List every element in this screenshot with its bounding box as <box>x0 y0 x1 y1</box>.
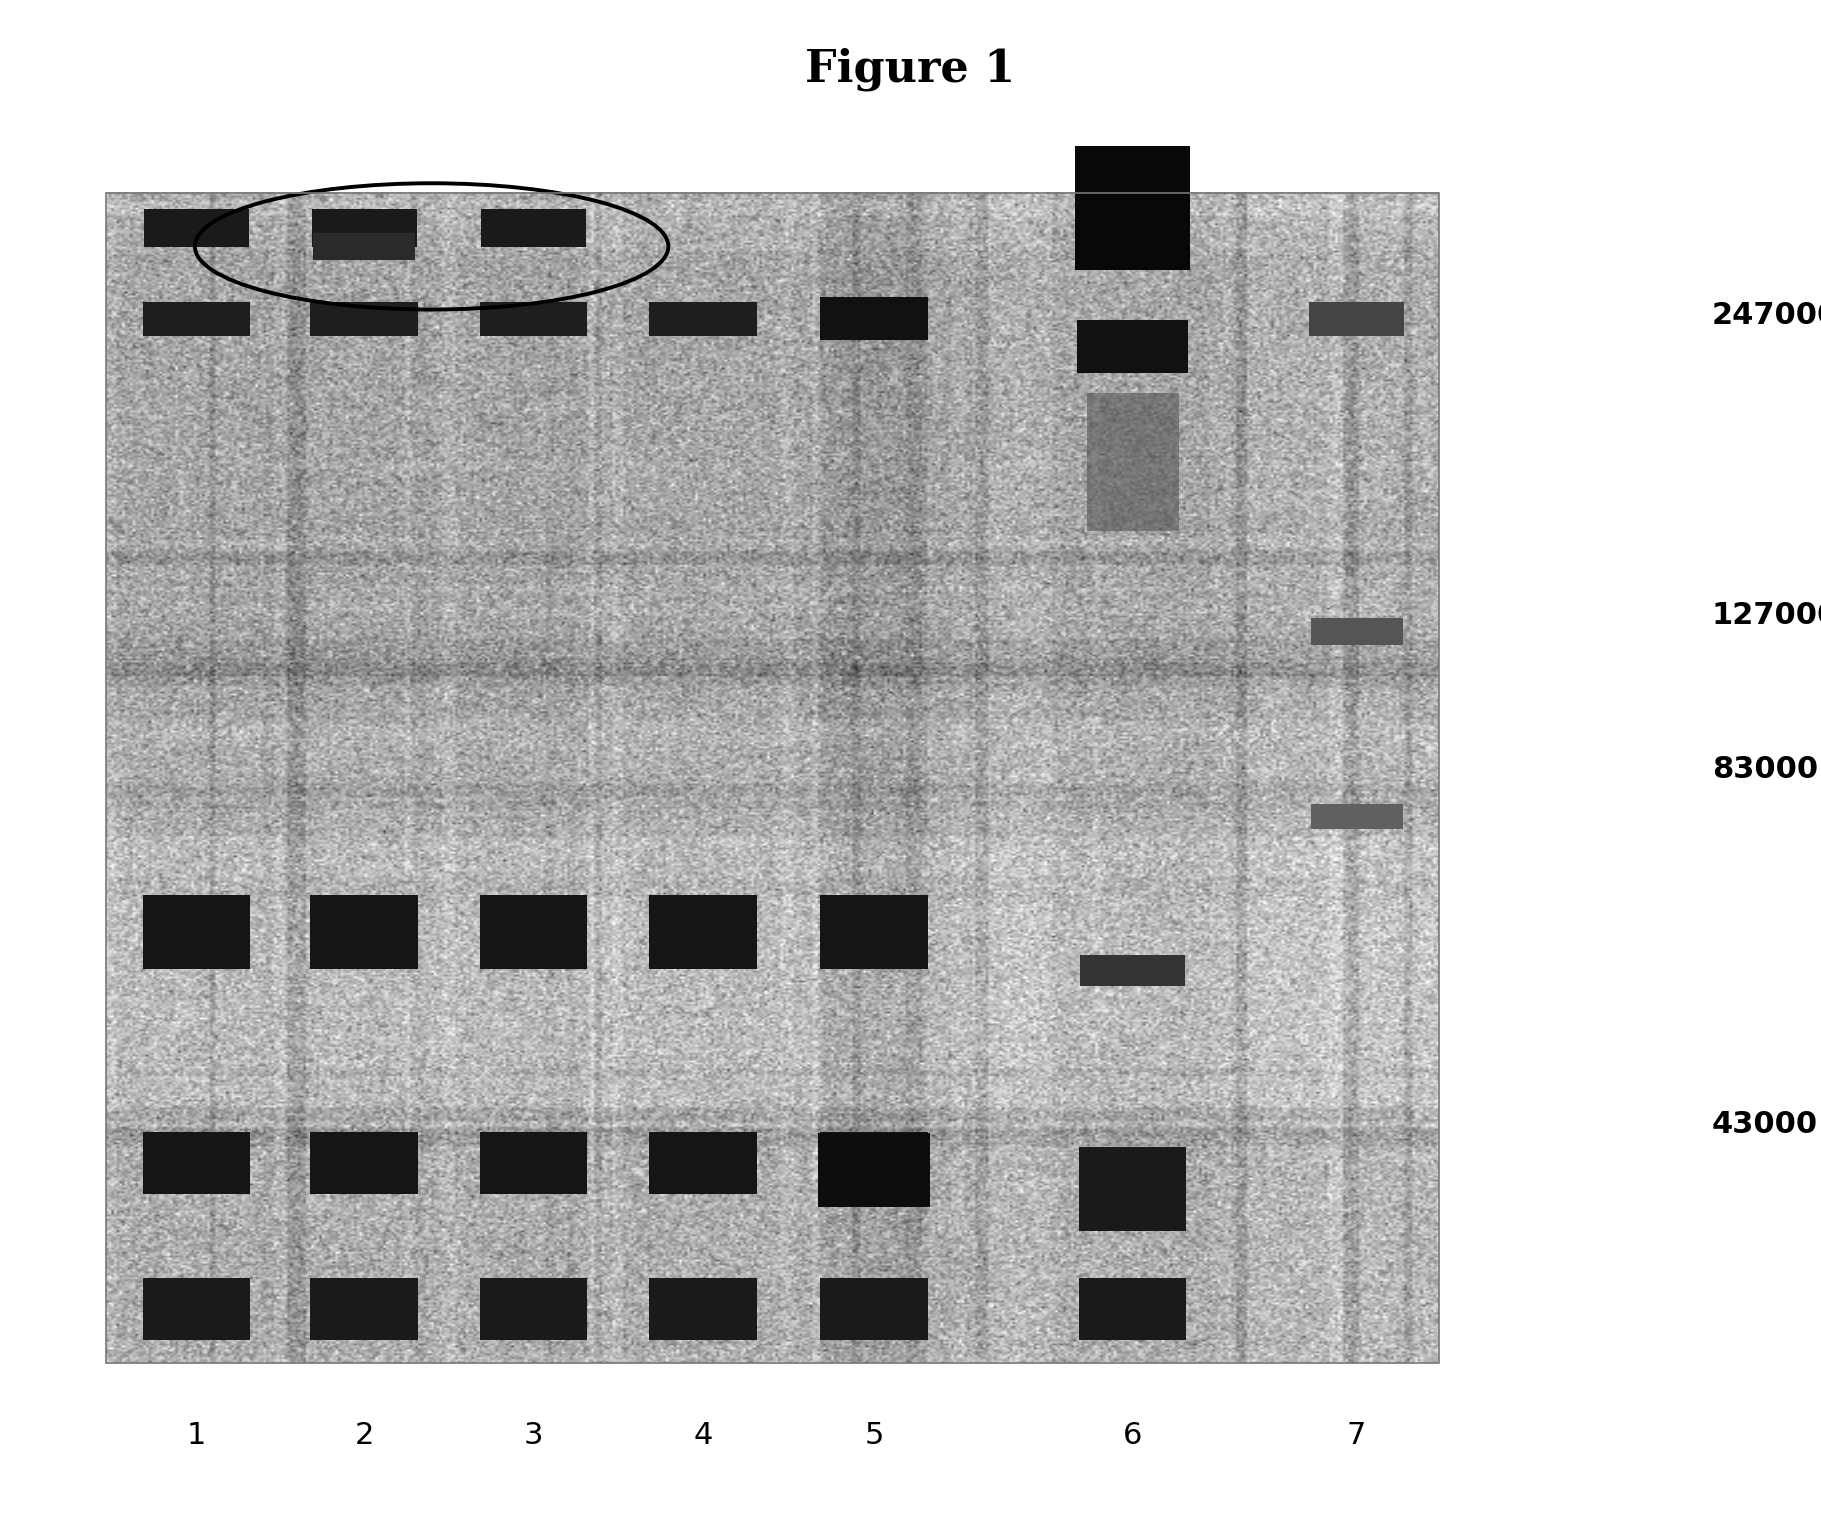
Bar <box>142 1278 251 1340</box>
Bar <box>1080 955 1185 986</box>
Bar <box>1078 1278 1187 1340</box>
Bar <box>648 895 758 969</box>
Text: 43000: 43000 <box>1712 1110 1817 1138</box>
Bar <box>311 209 417 248</box>
Bar <box>648 302 758 336</box>
Bar <box>142 1132 251 1194</box>
Bar <box>1309 302 1404 336</box>
Bar <box>648 1132 758 1194</box>
Text: 6: 6 <box>1124 1421 1142 1449</box>
Bar <box>819 895 929 969</box>
Bar <box>1078 1146 1187 1232</box>
Bar <box>479 302 588 336</box>
Bar <box>142 302 251 336</box>
Bar <box>106 192 1439 1363</box>
Text: 127000: 127000 <box>1712 602 1821 630</box>
Bar <box>819 297 929 340</box>
Bar <box>818 1133 931 1207</box>
Bar <box>142 895 251 969</box>
Bar <box>479 1278 588 1340</box>
Bar <box>819 302 929 336</box>
Text: 3: 3 <box>524 1421 543 1449</box>
Bar <box>648 1278 758 1340</box>
Bar <box>310 1278 419 1340</box>
Bar <box>310 1132 419 1194</box>
Bar <box>310 895 419 969</box>
Bar <box>481 209 586 248</box>
Bar <box>144 209 249 248</box>
Text: 1: 1 <box>188 1421 206 1449</box>
Bar <box>1074 146 1191 270</box>
Bar <box>819 1278 929 1340</box>
Bar <box>479 1132 588 1194</box>
Bar <box>1311 618 1402 645</box>
Bar <box>1087 393 1178 531</box>
Text: 7: 7 <box>1348 1421 1366 1449</box>
Text: Figure 1: Figure 1 <box>805 48 1016 91</box>
Text: 2: 2 <box>355 1421 373 1449</box>
Bar <box>1076 319 1189 373</box>
Bar <box>1311 804 1402 829</box>
Text: 4: 4 <box>694 1421 712 1449</box>
Bar <box>313 233 415 260</box>
Text: 5: 5 <box>865 1421 883 1449</box>
Text: 247000: 247000 <box>1712 302 1821 330</box>
Bar <box>479 895 588 969</box>
Bar <box>819 1132 929 1194</box>
Bar <box>310 302 419 336</box>
Text: 83000: 83000 <box>1712 756 1817 784</box>
